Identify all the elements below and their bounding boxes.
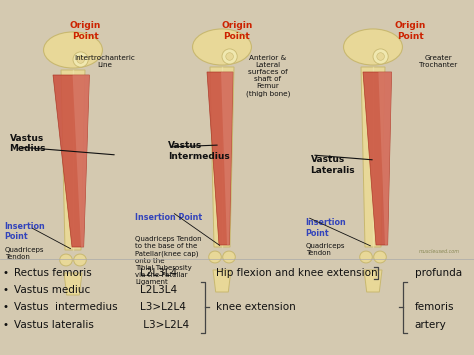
Polygon shape [213,270,231,292]
Polygon shape [207,72,233,245]
Text: Insertion
Point: Insertion Point [306,218,346,238]
Text: Vastus
Intermedius: Vastus Intermedius [168,141,230,160]
Text: Quadriceps
Tendon: Quadriceps Tendon [5,247,44,260]
Text: Greater
Trochanter: Greater Trochanter [419,55,457,68]
Ellipse shape [226,53,233,60]
Text: L2L3L4: L2L3L4 [140,285,177,295]
Text: L3>L2L4: L3>L2L4 [140,302,186,312]
Polygon shape [221,72,233,245]
Text: Origin
Point: Origin Point [394,21,426,41]
Polygon shape [53,75,90,247]
Ellipse shape [44,32,102,68]
Text: Vastus  intermedius: Vastus intermedius [14,302,118,312]
Text: muscleused.com: muscleused.com [419,249,460,254]
Ellipse shape [223,251,235,263]
Ellipse shape [73,254,86,266]
Text: Vastus
Medius: Vastus Medius [9,134,46,153]
Ellipse shape [374,251,386,263]
Ellipse shape [77,56,84,63]
Ellipse shape [222,49,237,64]
Text: Insertion
Point: Insertion Point [5,222,46,241]
Polygon shape [363,72,392,245]
Polygon shape [361,67,385,247]
Ellipse shape [192,29,251,65]
Polygon shape [378,72,392,245]
Text: Vastus mediuc: Vastus mediuc [14,285,91,295]
Text: artery: artery [415,320,447,330]
Text: Hip flexion and knee extension: Hip flexion and knee extension [216,268,377,278]
Text: Anterior &
Lateral
surfaces of
shaft of
Femur
(thigh bone): Anterior & Lateral surfaces of shaft of … [246,55,290,97]
Text: Quadriceps
Tendon: Quadriceps Tendon [306,243,345,256]
Polygon shape [210,67,234,247]
Text: Insertion Point: Insertion Point [135,213,202,222]
Ellipse shape [344,29,402,65]
Text: femoris: femoris [415,302,454,312]
Text: Quadriceps Tendon
to the base of the
Patellar(knee cap)
onto the
Tibial Tuberosi: Quadriceps Tendon to the base of the Pat… [135,236,202,285]
Text: Intertrochanteric
Line: Intertrochanteric Line [74,55,135,68]
Polygon shape [64,273,82,295]
Text: Origin
Point: Origin Point [70,21,101,41]
Polygon shape [73,75,90,247]
Polygon shape [364,270,382,292]
Text: •: • [2,268,9,278]
Text: •: • [2,285,9,295]
Ellipse shape [360,251,372,263]
Ellipse shape [60,254,73,266]
Text: Vastus
Lateralis: Vastus Lateralis [310,155,355,175]
Text: L2L3L4: L2L3L4 [140,268,177,278]
Text: Vastus lateralis: Vastus lateralis [14,320,94,330]
Ellipse shape [73,52,88,67]
Polygon shape [61,70,85,250]
Text: •: • [2,302,9,312]
Ellipse shape [209,251,221,263]
Ellipse shape [377,53,384,60]
Text: Rectus femoris: Rectus femoris [14,268,92,278]
Text: L3>L2L4: L3>L2L4 [140,320,189,330]
Text: •: • [2,320,9,330]
Text: Origin
Point: Origin Point [221,21,253,41]
Text: profunda: profunda [415,268,462,278]
Text: knee extension: knee extension [216,302,295,312]
Ellipse shape [373,49,388,64]
